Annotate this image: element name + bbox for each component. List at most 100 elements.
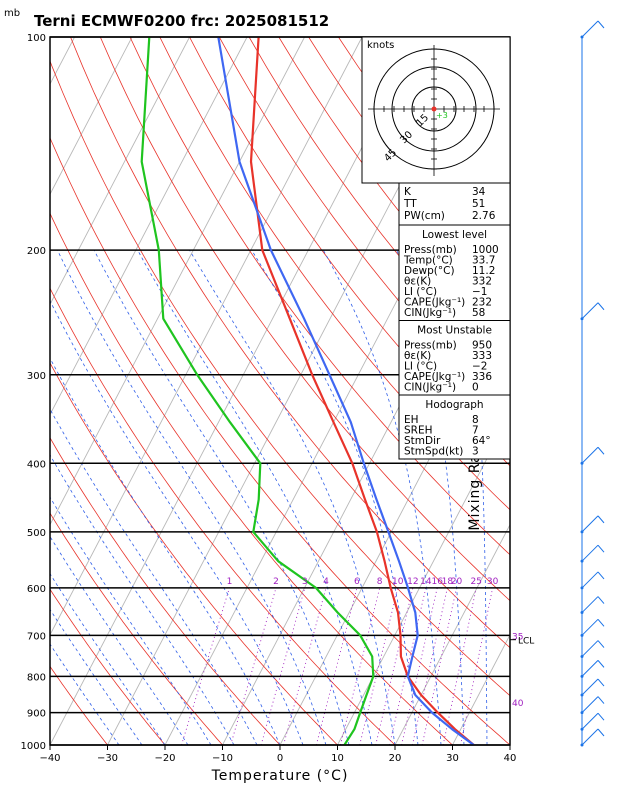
mixing-ratio-label: 4 [323,577,329,587]
x-axis-ticks: −40 −30 −20 −10 0 10 20 30 40 [39,745,516,764]
wind-barb-flag [597,696,605,704]
index-label: Dewp(°C) [404,265,455,277]
mixing-ratio-label: 2 [273,577,279,587]
index-value: −2 [472,361,487,373]
wind-barb-staff [581,446,599,464]
mixing-ratio-label: 3 [302,577,308,587]
mixing-ratio-line [340,587,381,745]
dry-adiabat-line [50,212,453,745]
indices-section-box [398,320,511,396]
mixing-ratio-label: 20 [451,577,463,587]
index-value: 64° [472,435,491,447]
hodograph-storm-marker [431,106,437,112]
dry-adiabat-line [50,512,223,745]
index-label: LI (°C) [404,361,437,373]
dry-adiabat-line [50,287,396,745]
mixing-ratio-line [359,587,399,745]
wind-barb-staff [581,20,599,38]
isotherm-line [568,37,618,745]
isotherm-line [394,523,510,745]
pressure-tick-label: 200 [27,246,46,257]
dry-adiabat-line [50,362,338,745]
wind-barb-staff [581,640,599,657]
dry-adiabat-line [99,37,510,602]
wind-barb-flag [597,640,605,648]
index-label: Temp(°C) [403,255,453,267]
x-tick-label: −30 [97,753,118,764]
pressure-tick-label: 1000 [21,741,46,752]
indices-table: K 34 TT 51 PW(cm) 2.76 Lowest level Press(mb) 10… [398,182,511,460]
indices-section-box [398,224,511,321]
index-value: 950 [472,340,492,352]
isotherm-line [50,37,190,306]
mixing-ratio-line [401,587,438,745]
index-value: 3 [472,446,479,458]
moist-adiabat-line [50,572,166,745]
dry-adiabat-line [50,60,510,697]
mixing-ratio-line [230,587,277,745]
wind-barb-flag [597,596,605,604]
index-label: Press(mb) [404,244,457,256]
pressure-tick-label: 900 [27,709,46,720]
index-value: −1 [472,286,487,298]
x-tick-label: 20 [389,753,402,764]
index-label: CAPE(Jkg⁻¹) [404,297,465,309]
index-label: Press(mb) [404,340,457,352]
x-tick-label: −40 [39,753,60,764]
index-label: CIN(Jkg⁻¹) [404,307,456,319]
mixing-ratio-label: 1 [227,577,233,587]
mixing-ratio-label: 8 [377,577,383,587]
wind-barb-flag [597,446,605,455]
wind-barb-staff [581,618,599,636]
pressure-tick-label: 600 [27,584,46,595]
mixing-ratio-line [283,587,327,745]
index-label: CIN(Jkg⁻¹) [404,382,456,394]
chart-title: Terni ECMWF0200 frc: 2025081512 [34,12,329,30]
indices-section-header: Hodograph [425,399,483,411]
wind-barb-flag [597,619,605,627]
isotherm-line [50,37,420,745]
pressure-tick-label: 700 [27,631,46,642]
wind-barb-staff [581,678,599,696]
index-value: 7 [472,425,479,437]
x-tick-label: 10 [331,753,344,764]
parcel-profile-line [217,37,475,745]
index-value: 34 [472,186,486,198]
index-value: 33.7 [472,255,495,267]
hodograph-storm-label: +3 [436,111,448,120]
sounding-profiles [140,37,475,745]
x-tick-label: −10 [212,753,233,764]
moist-adiabat-line [57,249,327,745]
pressure-tick-label: 100 [27,33,46,44]
index-value: 11.2 [472,265,495,277]
wind-barb-staff [581,712,599,730]
wind-barb-staff [581,515,599,533]
dry-adiabat-line [50,665,108,745]
y-axis-ticks: 100 200 300 400 500 600 700 800 900 1000 [21,33,46,752]
wind-barb-staff [581,728,599,746]
moist-adiabat-line [189,249,396,745]
mixing-ratio-label: 14 [420,577,432,587]
dry-adiabat-line [50,436,281,745]
isotherm-line [50,37,133,196]
moist-adiabat-line [50,408,258,745]
wind-barb-flag [597,660,605,668]
index-label: TT [403,198,417,210]
pressure-tick-label: 400 [27,459,46,470]
dewpoint-profile-line [140,37,375,745]
index-value: 51 [472,198,485,210]
wind-barb-flag [597,302,605,311]
mixing-ratio-label: 6 [354,577,360,587]
wind-barb-flag [597,712,605,721]
index-label: θε(K) [404,350,431,362]
mixing-ratio-label: 10 [392,577,404,587]
mixing-ratio-line [460,587,494,745]
index-value: 0 [472,382,479,394]
x-tick-label: 30 [446,753,459,764]
mixing-ratio-label: 25 [471,577,482,587]
lcl-label: LCL [518,637,534,647]
mixing-ratio-line [375,587,414,745]
pressure-unit-label: mb [4,8,20,19]
